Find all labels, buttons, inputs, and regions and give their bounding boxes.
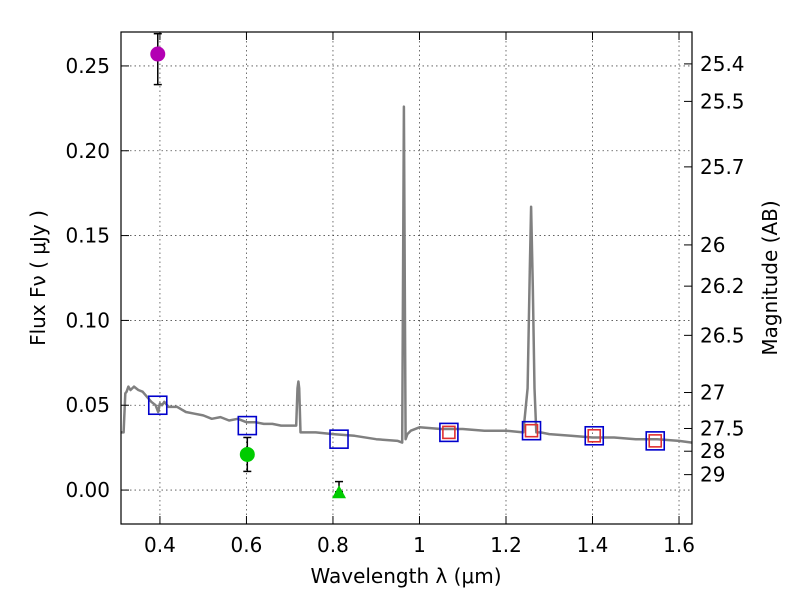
mag-tick-label: 25.4 <box>700 52 745 76</box>
data-point-square <box>524 423 539 438</box>
mag-tick-label: 27 <box>700 381 725 405</box>
data-point-circle <box>150 46 166 62</box>
x-tick-label: 1 <box>413 533 426 557</box>
y-axis-label: Flux Fν ( μJy ) <box>26 210 50 346</box>
data-point-square <box>645 431 666 451</box>
ticks: 0.4 0.6 0.8 1 1.2 1.4 1.6 0.00 0.05 0.10 0.15 0.20 0… <box>65 32 745 557</box>
series-layer <box>121 32 693 499</box>
y-tick-label: 0.05 <box>65 393 110 417</box>
mag-tick-label: 26 <box>700 233 725 257</box>
data-point-triangle <box>332 485 347 499</box>
plot-frame <box>120 31 693 525</box>
data-point-square <box>439 422 459 443</box>
y-tick-label: 0.15 <box>65 224 110 248</box>
data-point-square <box>147 395 168 416</box>
y-tick-label: 0.20 <box>65 139 110 163</box>
data-point-circle <box>239 446 255 462</box>
y2-axis-label: Magnitude (AB) <box>758 200 782 355</box>
sed-model-line <box>121 105 693 444</box>
x-tick-label: 0.4 <box>144 533 176 557</box>
mag-tick-label: 25.7 <box>700 155 745 179</box>
data-point-square <box>442 425 456 440</box>
x-tick-label: 1.4 <box>577 533 609 557</box>
data-point-square <box>648 434 663 448</box>
y-tick-label: 0.10 <box>65 308 110 332</box>
x-tick-label: 0.6 <box>231 533 263 557</box>
data-point-square <box>329 429 349 449</box>
data-point-square <box>584 425 605 446</box>
mag-tick-label: 28 <box>700 439 725 463</box>
mag-tick-label: 26.5 <box>700 323 745 347</box>
data-point-square <box>521 420 542 441</box>
mag-tick-label: 25.5 <box>700 89 745 113</box>
x-axis-label: Wavelength λ (μm) <box>310 564 501 588</box>
x-tick-label: 0.8 <box>317 533 349 557</box>
x-tick-label: 1.6 <box>663 533 695 557</box>
x-tick-label: 1.2 <box>490 533 522 557</box>
mag-tick-label: 26.2 <box>700 274 745 298</box>
mag-tick-label: 29 <box>700 463 725 487</box>
data-point-square <box>587 428 602 443</box>
plot-background <box>121 32 692 524</box>
y-tick-label: 0.00 <box>65 478 110 502</box>
data-point-square <box>237 415 258 436</box>
mag-tick-label: 27.5 <box>700 416 745 440</box>
y-tick-label: 0.25 <box>65 54 110 78</box>
